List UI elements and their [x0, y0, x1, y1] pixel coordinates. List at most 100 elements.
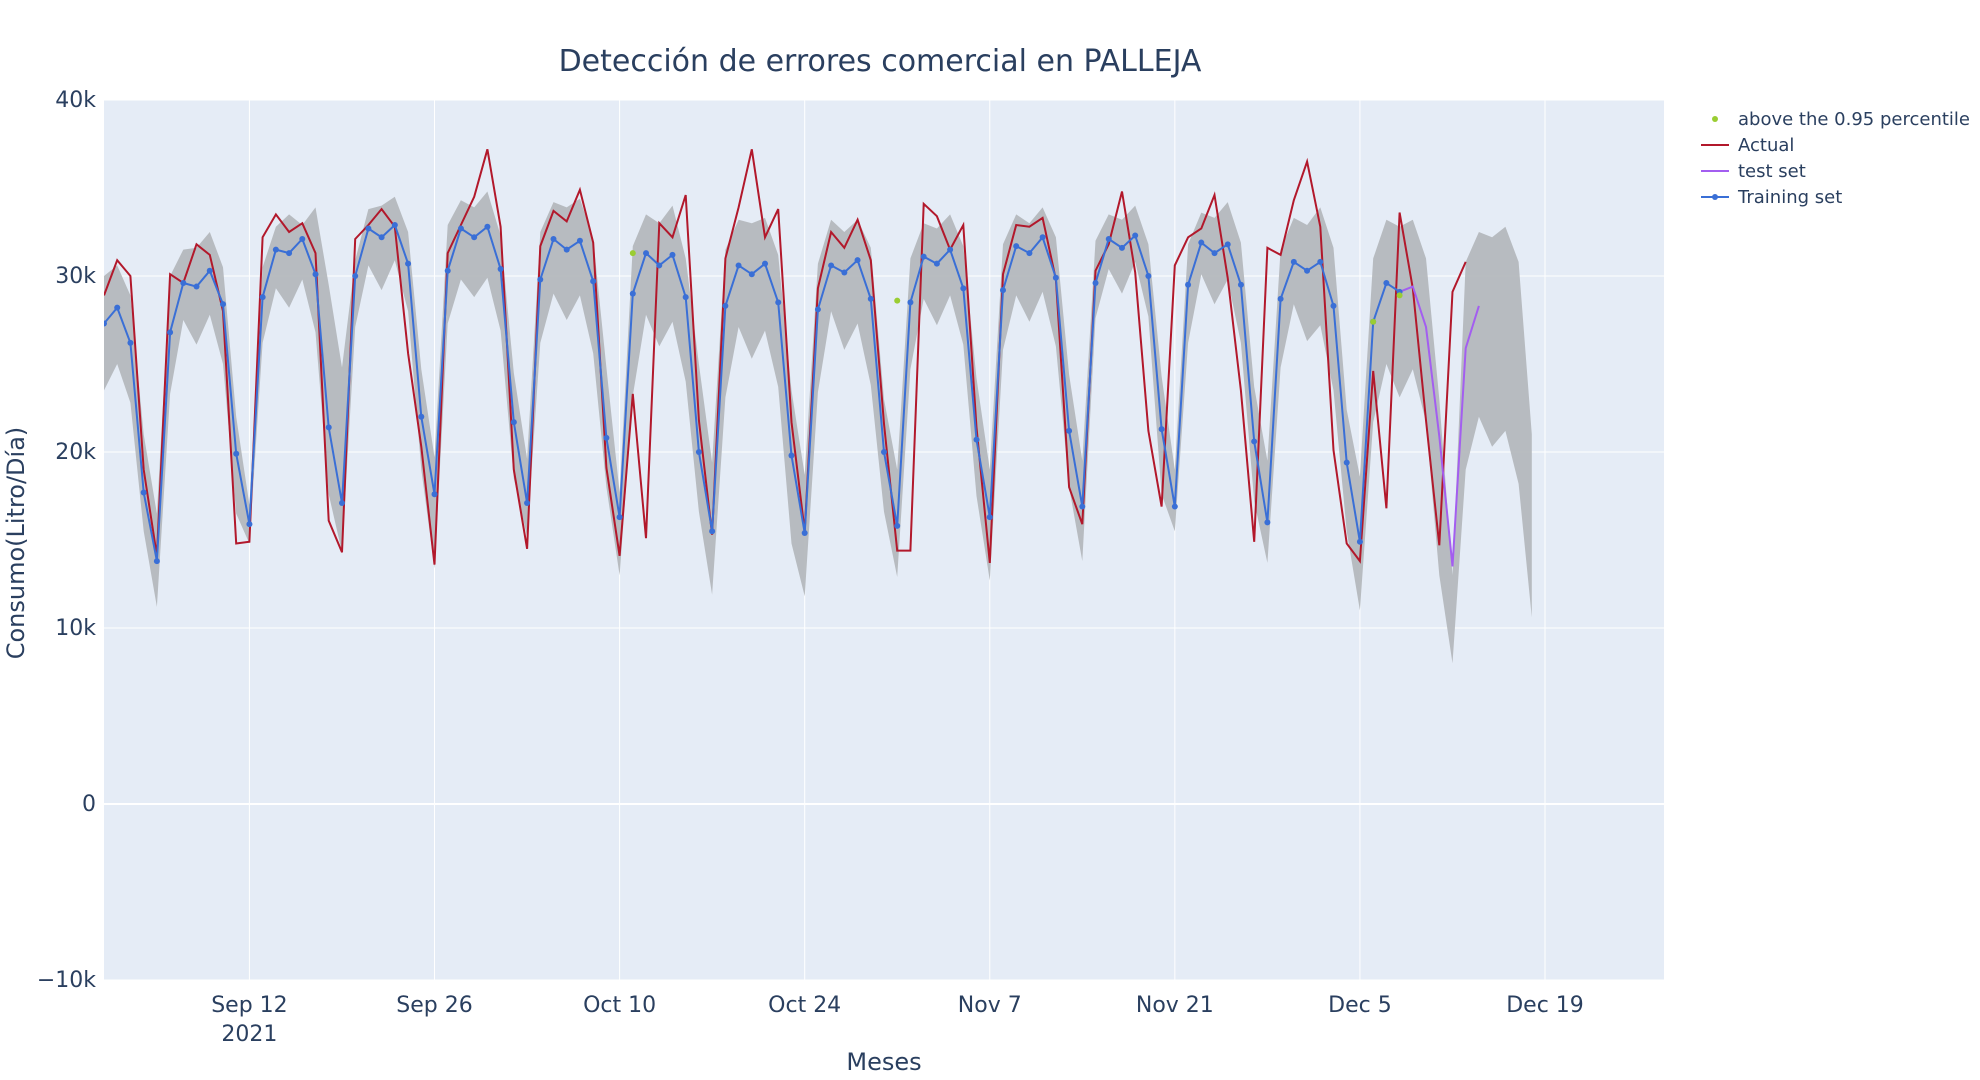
training-series-line-point	[1052, 274, 1059, 281]
training-series-line-point	[219, 301, 226, 308]
legend-marker-icon	[1712, 116, 1718, 122]
training-series-line-point	[748, 271, 755, 278]
training-series-line-point	[484, 223, 491, 230]
training-series-line-point	[1171, 503, 1178, 510]
anomaly-point	[894, 297, 901, 304]
y-tick-label: 20k	[55, 440, 96, 465]
training-series-line-point	[775, 299, 782, 306]
training-series-line-point	[391, 221, 398, 228]
training-series-line-point	[1304, 267, 1311, 274]
x-tick-label: Nov 21	[1136, 993, 1214, 1018]
training-series-line-point	[1224, 241, 1231, 248]
training-series-line-point	[576, 237, 583, 244]
training-series-line-point	[1158, 426, 1165, 433]
legend-item-anomaly[interactable]: above the 0.95 percentile	[1700, 106, 1970, 132]
training-series-line-point	[180, 280, 187, 287]
legend-item-actual[interactable]: Actual	[1700, 132, 1970, 158]
training-series-line-point	[709, 528, 716, 535]
training-series-line-point	[114, 304, 121, 311]
legend-line-icon	[1701, 170, 1729, 172]
y-tick-label: 0	[82, 792, 96, 817]
training-series-line-point	[841, 269, 848, 276]
training-series-line-point	[457, 225, 464, 232]
training-series-line-point	[338, 500, 345, 507]
training-series-line-point	[788, 452, 795, 459]
training-series-line-point	[352, 273, 359, 279]
y-tick-label: 10k	[55, 616, 96, 641]
plot-layer	[104, 149, 1532, 664]
y-tick-label: −10k	[37, 968, 96, 993]
legend-label: Training set	[1738, 186, 1843, 208]
training-series-line-point	[894, 522, 901, 529]
y-axis-title: Consumo(Litro/Día)	[2, 426, 30, 660]
training-series-line-point	[206, 267, 213, 274]
legend-label: test set	[1738, 160, 1806, 182]
training-series-line-point	[1290, 258, 1297, 265]
training-series-line-point	[1264, 519, 1271, 526]
anomaly-point	[1370, 318, 1377, 325]
legend-item-test[interactable]: test set	[1700, 158, 1970, 184]
training-series-line-point	[947, 246, 954, 253]
training-series-line-point	[801, 529, 808, 536]
training-series-line-point	[299, 236, 306, 243]
training-series-line-point	[272, 246, 279, 253]
training-series-line-point	[1211, 250, 1218, 257]
x-tick-label: Dec 5	[1328, 993, 1392, 1018]
actual-series-line	[104, 149, 1467, 565]
training-series-line-point	[312, 271, 319, 278]
training-series-line-point	[669, 251, 676, 258]
training-series-line-point	[867, 295, 874, 302]
training-series-line-point	[881, 449, 887, 455]
y-tick-label: 30k	[55, 264, 96, 289]
training-series-line-point	[999, 287, 1006, 294]
training-series-line-point	[537, 276, 544, 283]
training-series-line-point	[735, 262, 742, 269]
training-series-line-point	[1185, 281, 1192, 288]
training-series-line-point	[365, 225, 372, 232]
training-series-line-point	[524, 500, 531, 507]
plot-area	[104, 100, 1664, 980]
legend-label: above the 0.95 percentile	[1738, 108, 1970, 130]
legend-item-training[interactable]: Training set	[1700, 184, 1970, 210]
training-series-line-point	[1026, 250, 1033, 257]
x-tick-label: Oct 10	[583, 993, 656, 1018]
training-series-line-point	[1251, 438, 1258, 445]
training-series-line-point	[1330, 302, 1337, 309]
training-series-line-point	[643, 250, 650, 257]
training-series-line-point	[1198, 239, 1205, 246]
training-series-line-point	[140, 489, 147, 496]
y-tick-label: 40k	[55, 88, 96, 113]
training-series-line-point	[907, 299, 914, 306]
training-series-line-point	[986, 514, 993, 521]
training-series-line-point	[1105, 236, 1112, 243]
legend: above the 0.95 percentile Actual test se…	[1700, 106, 1970, 210]
training-series-line-point	[920, 253, 927, 260]
x-tick-label: Oct 24	[768, 993, 841, 1018]
training-series-line-point	[1013, 243, 1020, 250]
training-series-line-point	[193, 283, 200, 290]
training-series-line-point	[722, 302, 729, 309]
training-series-line-point	[590, 278, 597, 285]
training-series-line-point	[127, 339, 134, 346]
x-tick-label: Dec 19	[1506, 993, 1584, 1018]
training-series-line-point	[378, 234, 385, 241]
training-series-line-point	[1079, 503, 1086, 510]
training-series-line-point	[104, 320, 107, 327]
training-series-line-point	[497, 265, 504, 272]
x-tick-sublabel: 2021	[221, 1022, 277, 1047]
training-series-line-point	[762, 260, 769, 267]
training-series-line-point	[153, 558, 160, 565]
chart-title: Detección de errores comercial en PALLEJ…	[558, 44, 1202, 79]
training-series-line-point	[1317, 258, 1324, 265]
training-series-line-point	[167, 329, 174, 336]
training-series-line-point	[1092, 280, 1099, 287]
legend-label: Actual	[1738, 134, 1795, 156]
x-tick-label: Sep 26	[396, 993, 472, 1018]
training-series-line-point	[1066, 427, 1073, 434]
training-series-line-point	[405, 260, 412, 267]
training-series-line-point	[286, 250, 293, 257]
training-series-line-point	[1277, 295, 1284, 302]
training-series-line-point	[550, 236, 557, 243]
training-series-line-point	[854, 257, 861, 264]
